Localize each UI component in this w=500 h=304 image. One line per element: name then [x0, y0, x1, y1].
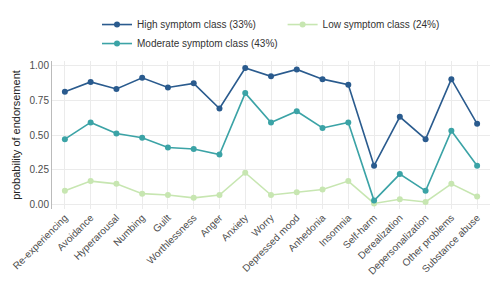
svg-text:Depersonalization: Depersonalization — [366, 212, 430, 276]
svg-text:Self-harm: Self-harm — [341, 212, 379, 250]
svg-text:Anhedonia: Anhedonia — [286, 212, 328, 254]
svg-text:Depressed mood: Depressed mood — [240, 212, 302, 274]
svg-text:0.50: 0.50 — [30, 130, 50, 141]
svg-text:Hyperarousal: Hyperarousal — [72, 212, 122, 262]
svg-text:0.25: 0.25 — [30, 164, 50, 175]
svg-text:Insomnia: Insomnia — [317, 212, 354, 249]
svg-text:Worry: Worry — [249, 212, 276, 239]
svg-text:Low symptom class (24%): Low symptom class (24%) — [323, 19, 440, 30]
svg-text:Re-experiencing: Re-experiencing — [11, 212, 70, 271]
svg-text:probability of endorsement: probability of endorsement — [10, 70, 22, 200]
svg-text:Numbing: Numbing — [111, 212, 147, 248]
svg-text:Avoidance: Avoidance — [55, 212, 96, 253]
svg-text:Anger: Anger — [198, 212, 225, 239]
svg-text:0.75: 0.75 — [30, 95, 50, 106]
svg-text:High symptom class (33%): High symptom class (33%) — [137, 19, 256, 30]
svg-text:Substance abuse: Substance abuse — [420, 212, 483, 275]
svg-text:Derealization: Derealization — [356, 212, 405, 261]
svg-text:Anxiety: Anxiety — [219, 212, 250, 243]
svg-text:1.00: 1.00 — [30, 60, 50, 71]
svg-text:Worthlessness: Worthlessness — [145, 212, 199, 266]
svg-text:0.00: 0.00 — [30, 199, 50, 210]
svg-text:Guilt: Guilt — [151, 212, 173, 234]
svg-text:Other problems: Other problems — [400, 212, 457, 269]
svg-text:Moderate symptom class (43%): Moderate symptom class (43%) — [137, 38, 278, 49]
